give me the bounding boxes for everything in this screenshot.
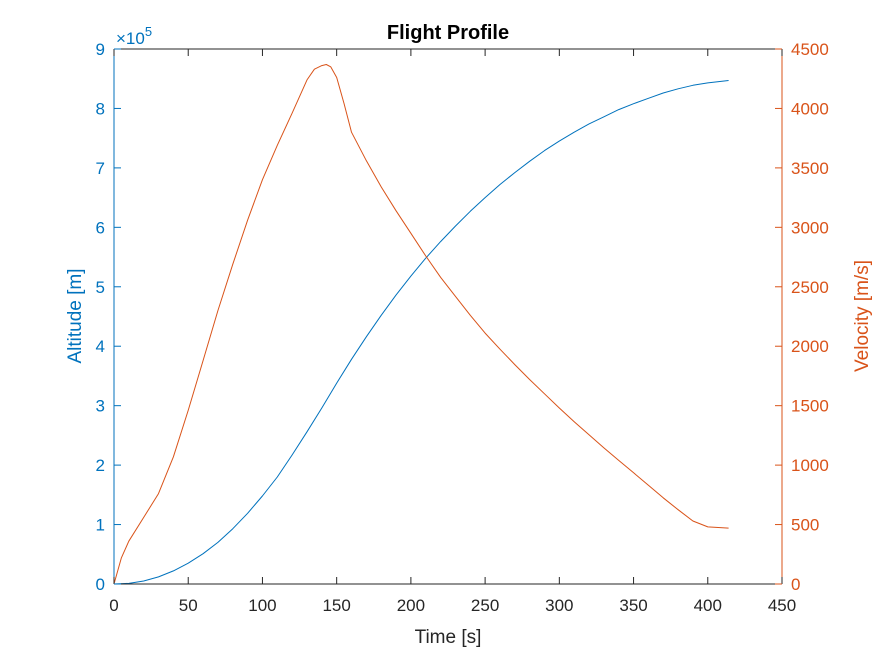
x-tick-label: 350 <box>619 596 647 615</box>
x-tick-label: 150 <box>322 596 350 615</box>
right-y-tick-label: 2000 <box>791 337 829 356</box>
exponent-base: ×10 <box>116 29 145 48</box>
left-y-tick-label: 1 <box>96 516 105 535</box>
left-axis-exponent: ×105 <box>116 24 152 48</box>
x-tick-label: 100 <box>248 596 276 615</box>
altitude-series-line <box>113 80 729 585</box>
left-y-tick-label: 9 <box>96 40 105 59</box>
right-y-tick-label: 3000 <box>791 218 829 237</box>
axes: 0 50 100 150 200 250 300 350 400 4500123456789050… <box>96 40 829 615</box>
left-y-tick-label: 6 <box>96 218 105 237</box>
right-y-tick-label: 500 <box>791 516 819 535</box>
x-axis-label: Time [s] <box>415 627 482 648</box>
x-tick-label: 450 <box>768 596 796 615</box>
left-y-tick-label: 4 <box>96 337 105 356</box>
velocity-series-line <box>113 64 729 585</box>
right-y-tick-label: 3500 <box>791 159 829 178</box>
right-y-tick-label: 1000 <box>791 456 829 475</box>
x-tick-label: 50 <box>179 596 198 615</box>
left-y-tick-label: 0 <box>96 575 105 594</box>
left-y-tick-label: 2 <box>96 456 105 475</box>
left-y-axis-label: Altitude [m] <box>65 268 86 363</box>
right-y-tick-label: 2500 <box>791 278 829 297</box>
left-y-tick-label: 8 <box>96 99 105 118</box>
right-y-tick-label: 1500 <box>791 397 829 416</box>
right-y-tick-label: 4500 <box>791 40 829 59</box>
x-tick-label: 250 <box>471 596 499 615</box>
chart-title: Flight Profile <box>387 22 509 44</box>
left-y-tick-label: 3 <box>96 397 105 416</box>
right-y-axis-label: Velocity [m/s] <box>852 260 873 372</box>
x-tick-label: 0 <box>109 596 118 615</box>
exponent-power: 5 <box>145 24 152 39</box>
right-y-tick-label: 0 <box>791 575 800 594</box>
x-tick-label: 400 <box>694 596 722 615</box>
plot-area <box>113 64 729 585</box>
left-y-tick-label: 5 <box>96 278 105 297</box>
left-y-tick-label: 7 <box>96 159 105 178</box>
x-tick-label: 200 <box>397 596 425 615</box>
x-tick-label: 300 <box>545 596 573 615</box>
right-y-tick-label: 4000 <box>791 99 829 118</box>
